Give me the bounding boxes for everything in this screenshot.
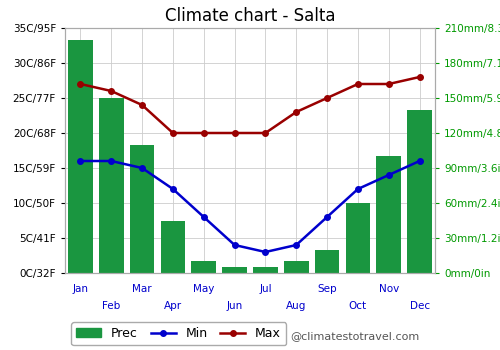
Bar xyxy=(376,156,401,273)
Text: Apr: Apr xyxy=(164,301,182,311)
Text: Feb: Feb xyxy=(102,301,120,311)
Text: Nov: Nov xyxy=(378,284,399,294)
Text: Jun: Jun xyxy=(226,301,242,311)
Text: Aug: Aug xyxy=(286,301,306,311)
Text: Sep: Sep xyxy=(318,284,337,294)
Bar xyxy=(346,203,370,273)
Text: Jul: Jul xyxy=(259,284,272,294)
Text: Mar: Mar xyxy=(132,284,152,294)
Bar xyxy=(192,261,216,273)
Bar xyxy=(160,220,186,273)
Text: Oct: Oct xyxy=(349,301,367,311)
Bar xyxy=(315,250,340,273)
Text: Dec: Dec xyxy=(410,301,430,311)
Bar xyxy=(130,145,154,273)
Text: Jan: Jan xyxy=(72,284,88,294)
Text: May: May xyxy=(193,284,214,294)
Legend: Prec, Min, Max: Prec, Min, Max xyxy=(72,322,286,345)
Bar xyxy=(222,267,247,273)
Bar xyxy=(253,267,278,273)
Bar xyxy=(284,261,308,273)
Bar xyxy=(407,110,432,273)
Text: @climatestotravel.com: @climatestotravel.com xyxy=(290,331,419,341)
Bar xyxy=(68,40,93,273)
Bar xyxy=(99,98,124,273)
Title: Climate chart - Salta: Climate chart - Salta xyxy=(165,7,335,25)
